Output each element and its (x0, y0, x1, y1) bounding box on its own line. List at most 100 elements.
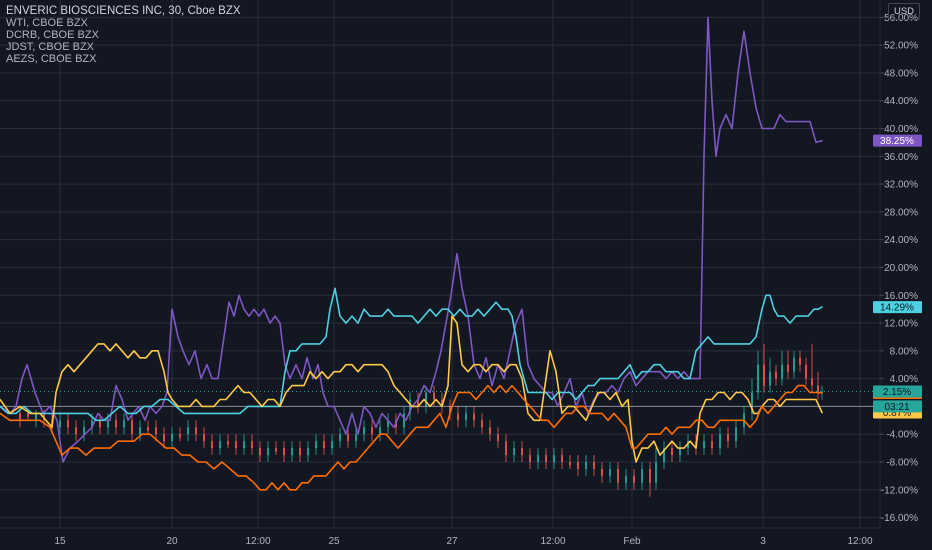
x-tick-label: 25 (328, 536, 340, 547)
candle-body (793, 357, 795, 372)
y-tick-label: 32.00% (884, 180, 918, 191)
y-tick-label: 16.00% (884, 291, 918, 302)
legend-item-wti[interactable]: WTI, CBOE BZX (6, 17, 88, 29)
price-tag-cyan: 14.29% (880, 303, 914, 314)
candle-body (131, 420, 133, 435)
candle-body (497, 434, 499, 442)
candle-body (521, 448, 523, 456)
candle-body (107, 420, 109, 428)
legend-main-symbol[interactable]: ENVERIC BIOSCIENCES INC, 30, Cboe BZX (6, 5, 241, 17)
candle-body (283, 448, 285, 456)
candle-body (35, 413, 37, 421)
y-tick-label: 56.00% (884, 13, 918, 24)
candle-body (481, 420, 483, 428)
candle-body (235, 441, 237, 449)
candle-body (811, 378, 813, 386)
time-axis[interactable]: 15 20 12:00 25 27 12:00 Feb 3 12:00 (54, 536, 873, 547)
candle-body (27, 413, 29, 417)
candle-body (75, 427, 77, 435)
candle-body (195, 427, 197, 435)
chart-legend: ENVERIC BIOSCIENCES INC, 30, Cboe BZX WT… (6, 5, 241, 65)
series-line-orange[interactable] (0, 384, 823, 491)
y-tick-label: 12.00% (884, 319, 918, 330)
candle-body (735, 427, 737, 442)
x-tick-label: 15 (54, 536, 66, 547)
candle-body (817, 385, 819, 393)
candle-body (347, 434, 349, 442)
candle-body (115, 420, 117, 428)
candle-body (577, 462, 579, 469)
legend-item-dcrb[interactable]: DCRB, CBOE BZX (6, 29, 99, 41)
price-tags: 38.25%14.29%0.87%1.94%2.15%03:21 (873, 134, 922, 419)
countdown-tag-bg (873, 400, 922, 413)
candle-body (203, 434, 205, 442)
y-tick-label: -4.00% (886, 430, 918, 441)
price-tag-yellow: 0.87% (883, 408, 911, 419)
x-tick-label: Feb (623, 536, 641, 547)
legend-item-aezs[interactable]: AEZS, CBOE BZX (6, 53, 97, 65)
series-line-cyan[interactable] (0, 287, 823, 422)
candle-body (537, 455, 539, 462)
candle-body (585, 462, 587, 469)
x-tick-label: 27 (446, 536, 458, 547)
candle-body (781, 364, 783, 379)
price-tag-purple: 38.25% (880, 136, 914, 147)
candle-body (625, 475, 627, 483)
candle-body (315, 441, 317, 449)
price-tag-purple-bg (873, 134, 922, 147)
candle-body (821, 391, 823, 393)
price-axis[interactable]: 56.00% 52.00% 48.00% 44.00% 40.00% 36.00% 32.0… (880, 13, 918, 524)
legend-item-jdst[interactable]: JDST, CBOE BZX (6, 41, 95, 53)
candle-body (449, 406, 451, 414)
candle-body (339, 434, 341, 442)
candle-body (679, 448, 681, 456)
candle-body (139, 427, 141, 435)
candle-body (763, 364, 765, 386)
candle-body (489, 427, 491, 435)
candle-body (91, 420, 93, 428)
candle-body (83, 427, 85, 435)
candle-body (601, 468, 603, 476)
series-line-purple[interactable] (0, 16, 823, 463)
candle-body (553, 455, 555, 462)
series-line-yellow[interactable] (0, 315, 823, 463)
x-tick-label: 3 (760, 536, 766, 547)
currency-button[interactable]: USD (888, 3, 920, 20)
candle-body (291, 448, 293, 456)
y-tick-label: 44.00% (884, 96, 918, 107)
y-tick-label: 20.00% (884, 263, 918, 274)
candle-body (641, 468, 643, 483)
candle-body (473, 413, 475, 421)
candle-body (561, 455, 563, 462)
candle-body (787, 364, 789, 372)
candle-body (379, 427, 381, 435)
candle-body (387, 420, 389, 428)
countdown-tag: 03:21 (884, 402, 909, 413)
candle-body (649, 468, 651, 483)
candle-body (569, 462, 571, 466)
candle-body (267, 448, 269, 456)
candle-body (307, 448, 309, 456)
candle-body (505, 441, 507, 456)
candle-body (805, 364, 807, 379)
candle-body (371, 427, 373, 435)
x-tick-label: 12:00 (540, 536, 565, 547)
candle-body (425, 392, 427, 407)
candle-body (727, 434, 729, 442)
candle-body (163, 434, 165, 442)
candle-body (457, 413, 459, 421)
candle-body (227, 441, 229, 445)
candle-body (799, 357, 801, 365)
candle-body (465, 413, 467, 421)
candle-body (403, 413, 405, 428)
candle-body (663, 448, 665, 462)
candle-body (67, 420, 69, 428)
candle-body (441, 399, 443, 407)
candle-body (719, 434, 721, 449)
x-tick-label: 20 (166, 536, 178, 547)
y-tick-label: 40.00% (884, 124, 918, 135)
y-tick-label: -16.00% (881, 513, 918, 524)
candle-body (259, 448, 261, 456)
